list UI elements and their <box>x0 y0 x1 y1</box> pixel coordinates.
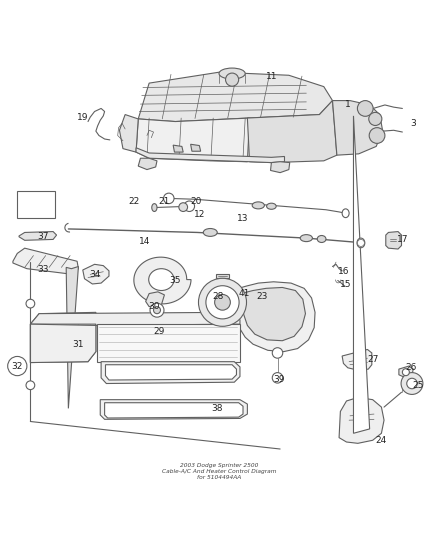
Text: 28: 28 <box>212 292 224 301</box>
Polygon shape <box>19 231 57 240</box>
Text: 27: 27 <box>367 354 378 364</box>
Polygon shape <box>101 362 240 384</box>
Text: 3: 3 <box>410 119 416 128</box>
Circle shape <box>206 286 239 319</box>
Text: 39: 39 <box>273 375 285 384</box>
Polygon shape <box>97 324 240 362</box>
Text: 12: 12 <box>194 211 205 220</box>
Ellipse shape <box>152 204 157 212</box>
Circle shape <box>403 369 410 376</box>
Text: 41: 41 <box>239 289 250 298</box>
Text: 2003 Dodge Sprinter 2500
Cable-A/C And Heater Control Diagram
for 5104494AA: 2003 Dodge Sprinter 2500 Cable-A/C And H… <box>162 463 276 480</box>
Text: 38: 38 <box>211 404 223 413</box>
Circle shape <box>153 306 160 313</box>
Text: 25: 25 <box>412 381 424 390</box>
Circle shape <box>26 381 35 390</box>
Polygon shape <box>339 398 384 443</box>
Text: 32: 32 <box>11 361 23 370</box>
Polygon shape <box>105 403 243 418</box>
Text: 11: 11 <box>265 72 277 81</box>
Polygon shape <box>30 312 240 326</box>
Polygon shape <box>100 400 247 419</box>
Polygon shape <box>215 274 230 278</box>
Polygon shape <box>13 248 78 274</box>
Circle shape <box>150 303 164 317</box>
Polygon shape <box>271 161 290 173</box>
Text: 34: 34 <box>89 270 100 279</box>
Polygon shape <box>136 118 250 161</box>
Text: 13: 13 <box>237 214 249 223</box>
Circle shape <box>163 193 174 204</box>
Polygon shape <box>30 324 96 362</box>
Circle shape <box>272 348 283 358</box>
Text: 26: 26 <box>406 364 417 372</box>
FancyBboxPatch shape <box>17 190 55 219</box>
Ellipse shape <box>252 202 265 209</box>
Text: 31: 31 <box>73 340 84 349</box>
Circle shape <box>215 294 230 310</box>
Text: 23: 23 <box>256 292 268 301</box>
Polygon shape <box>136 148 285 163</box>
Text: 33: 33 <box>38 265 49 274</box>
Circle shape <box>369 112 382 125</box>
Polygon shape <box>342 350 372 370</box>
Text: 20: 20 <box>191 197 202 206</box>
Ellipse shape <box>300 235 312 241</box>
Polygon shape <box>173 145 183 152</box>
Circle shape <box>26 299 35 308</box>
Text: 30: 30 <box>148 302 160 311</box>
Polygon shape <box>134 257 191 304</box>
Ellipse shape <box>149 269 174 290</box>
Ellipse shape <box>317 236 326 243</box>
Circle shape <box>401 373 423 394</box>
Circle shape <box>357 101 373 116</box>
Polygon shape <box>138 72 332 122</box>
Text: 16: 16 <box>338 267 349 276</box>
Circle shape <box>184 201 194 212</box>
Circle shape <box>179 203 187 212</box>
Polygon shape <box>242 287 305 341</box>
Polygon shape <box>399 366 413 378</box>
Text: 22: 22 <box>128 197 139 206</box>
Ellipse shape <box>267 203 276 209</box>
Text: 36: 36 <box>31 204 42 213</box>
Polygon shape <box>146 292 164 306</box>
Polygon shape <box>353 116 370 433</box>
Text: 14: 14 <box>139 237 151 246</box>
Ellipse shape <box>342 209 349 217</box>
Circle shape <box>357 239 364 246</box>
Text: 1: 1 <box>345 100 351 109</box>
Text: 21: 21 <box>159 197 170 206</box>
Polygon shape <box>106 365 237 380</box>
Polygon shape <box>120 115 138 152</box>
Text: 29: 29 <box>153 327 164 336</box>
Polygon shape <box>30 312 96 362</box>
Polygon shape <box>386 231 402 249</box>
Polygon shape <box>332 101 383 155</box>
Polygon shape <box>83 264 109 284</box>
Text: 37: 37 <box>38 232 49 241</box>
Polygon shape <box>236 282 315 352</box>
Text: 24: 24 <box>375 436 386 445</box>
Polygon shape <box>247 101 337 163</box>
Text: 17: 17 <box>397 235 408 244</box>
Polygon shape <box>138 158 157 169</box>
Circle shape <box>407 378 417 389</box>
Polygon shape <box>66 266 78 408</box>
Circle shape <box>272 373 283 383</box>
Circle shape <box>198 278 247 326</box>
Circle shape <box>369 128 385 143</box>
Ellipse shape <box>219 68 245 79</box>
Circle shape <box>226 73 239 86</box>
Circle shape <box>8 357 27 376</box>
Text: 19: 19 <box>77 112 88 122</box>
Text: 15: 15 <box>340 280 351 289</box>
Ellipse shape <box>357 238 365 248</box>
Ellipse shape <box>203 229 217 236</box>
Polygon shape <box>191 144 201 151</box>
Text: 35: 35 <box>170 276 181 285</box>
